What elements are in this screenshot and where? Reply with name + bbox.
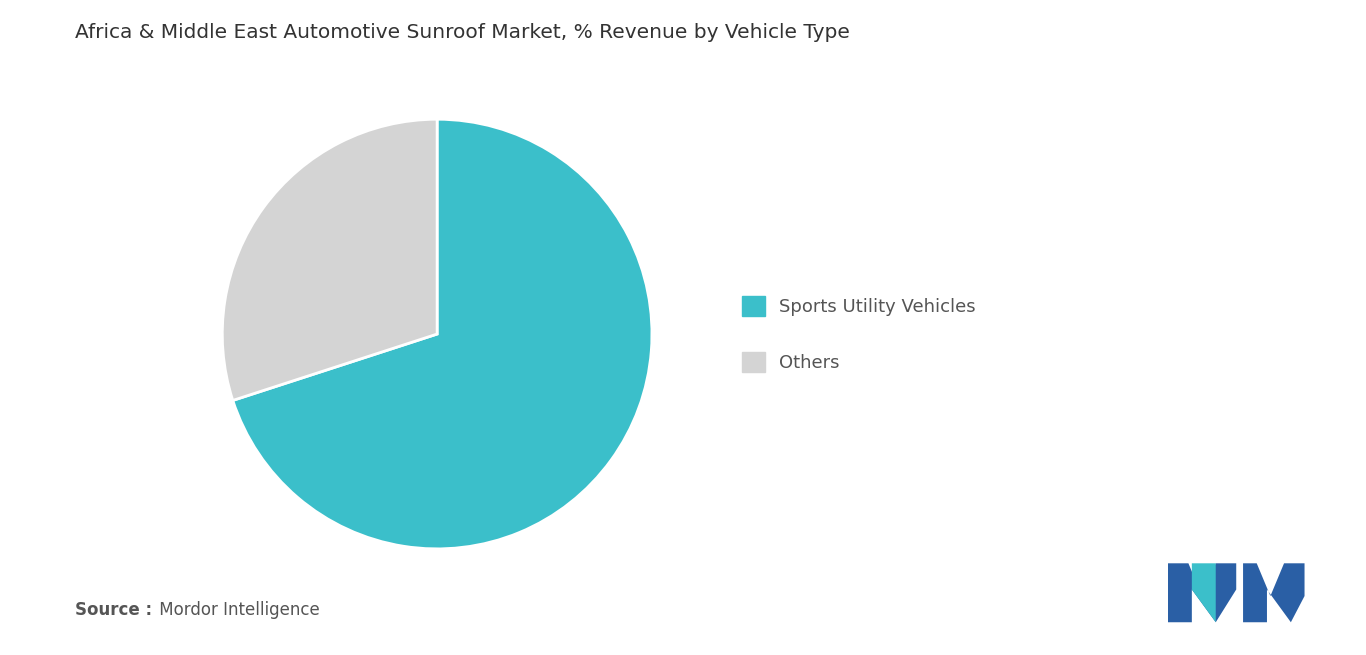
Wedge shape	[223, 119, 437, 400]
Polygon shape	[1243, 563, 1305, 622]
Polygon shape	[1191, 563, 1216, 622]
Wedge shape	[232, 119, 652, 549]
Text: Africa & Middle East Automotive Sunroof Market, % Revenue by Vehicle Type: Africa & Middle East Automotive Sunroof …	[75, 23, 850, 42]
Text: Mordor Intelligence: Mordor Intelligence	[154, 601, 320, 619]
Legend: Sports Utility Vehicles, Others: Sports Utility Vehicles, Others	[742, 296, 977, 372]
Polygon shape	[1168, 563, 1236, 622]
Text: Source :: Source :	[75, 601, 152, 619]
